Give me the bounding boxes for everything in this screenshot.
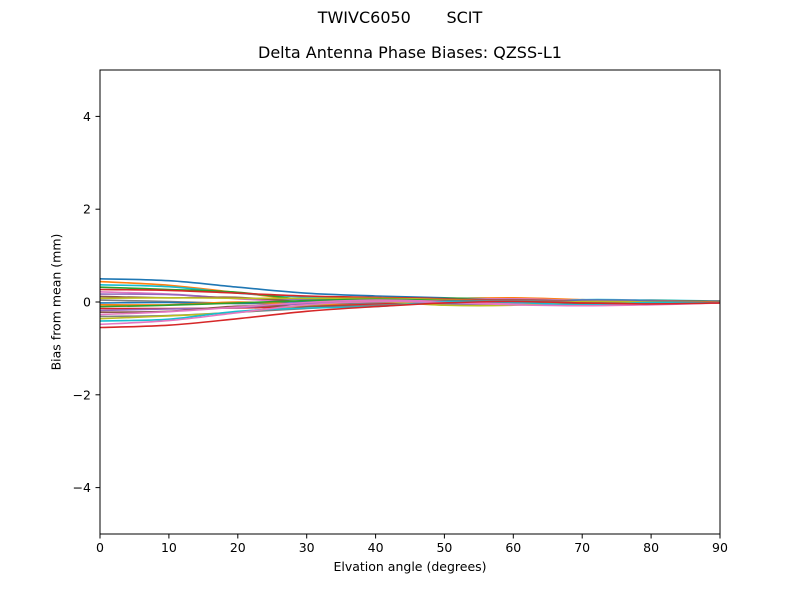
- x-tick-label: 0: [96, 540, 104, 555]
- x-axis-label: Elvation angle (degrees): [333, 559, 487, 574]
- axes-title: Delta Antenna Phase Biases: QZSS-L1: [258, 43, 562, 62]
- y-tick-label: 4: [83, 109, 91, 124]
- figure-suptitle: TWIVC6050 SCIT: [317, 8, 483, 27]
- y-axis-label: Bias from mean (mm): [48, 233, 64, 371]
- x-tick-label: 80: [643, 540, 659, 555]
- y-tick-label: −2: [73, 387, 91, 402]
- series-line-19: [99, 300, 721, 320]
- x-tick-label: 20: [230, 540, 246, 555]
- x-tick-label: 40: [368, 540, 384, 555]
- x-tick-label: 50: [436, 540, 452, 555]
- series-line-21: [99, 300, 721, 326]
- x-tick-label: 30: [299, 540, 315, 555]
- x-tick-label: 10: [161, 540, 177, 555]
- x-tick-label: 70: [574, 540, 590, 555]
- x-tick-label: 90: [712, 540, 728, 555]
- series-line-22: [99, 300, 721, 329]
- y-tick-label: 0: [83, 295, 91, 310]
- y-tick-label: 2: [83, 202, 91, 217]
- x-tick-label: 60: [505, 540, 521, 555]
- y-tick-label: −4: [73, 480, 91, 495]
